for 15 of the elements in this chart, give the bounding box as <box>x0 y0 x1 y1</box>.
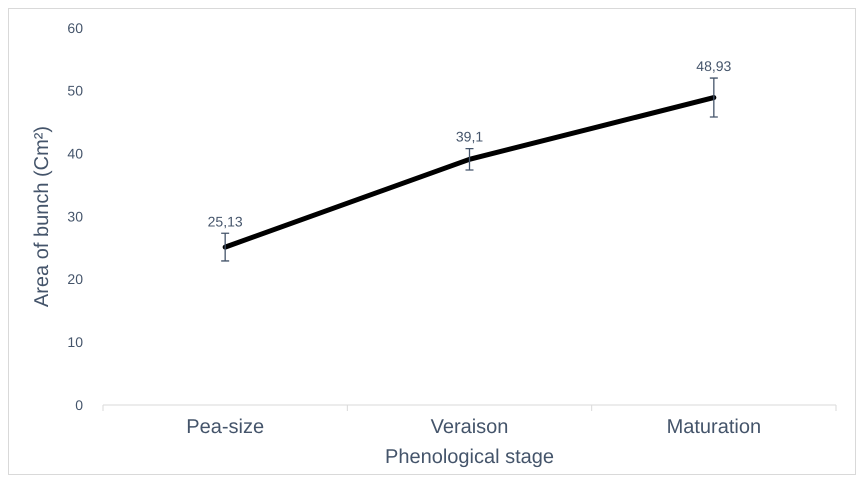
y-tick-label: 20 <box>67 271 84 288</box>
x-tick-label: Maturation <box>666 416 762 438</box>
x-tick-label: Veraison <box>430 416 508 438</box>
y-tick-label: 10 <box>67 334 84 350</box>
y-tick-label: 40 <box>67 146 84 162</box>
y-tick-label: 30 <box>67 208 84 224</box>
x-tick-label: Pea-size <box>186 416 264 438</box>
y-tick-label: 0 <box>75 396 84 413</box>
y-tick-label: 60 <box>67 20 84 36</box>
data-label: 48,93 <box>696 58 732 74</box>
x-axis-title: Phenological stage <box>384 446 554 468</box>
y-axis-title: Area of bunch (Cm²) <box>31 126 53 308</box>
y-tick-label: 50 <box>67 82 84 99</box>
data-label: 39,1 <box>456 128 484 145</box>
data-label: 25,13 <box>208 213 243 230</box>
